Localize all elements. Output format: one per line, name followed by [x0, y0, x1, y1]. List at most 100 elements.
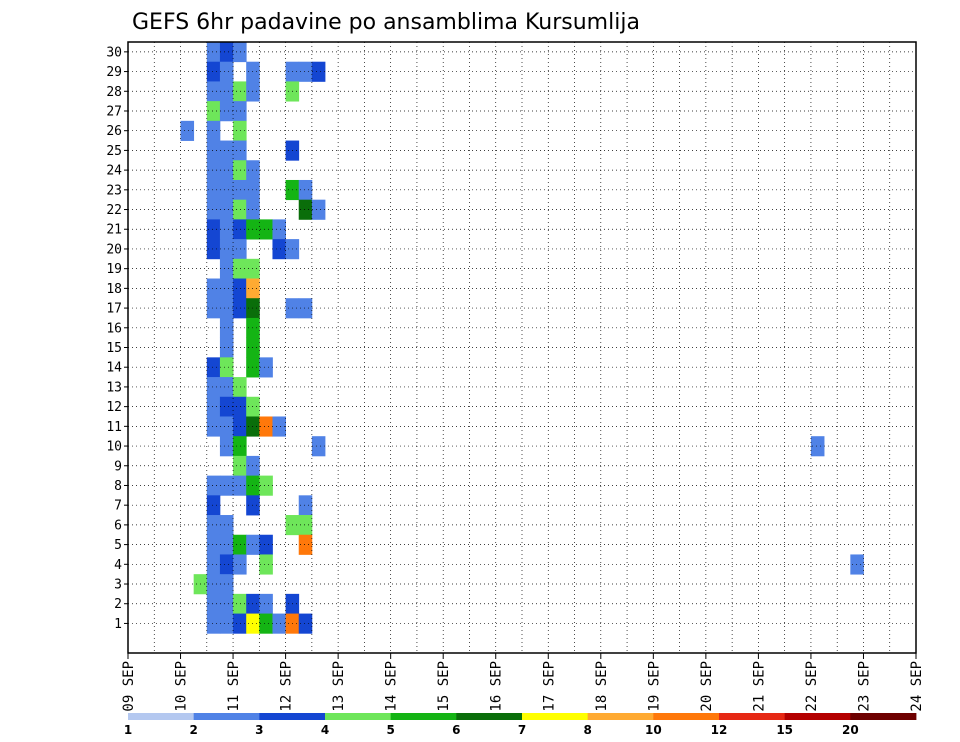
heatmap-cell: [219, 416, 234, 437]
heatmap-cell: [233, 101, 247, 122]
y-tick-label: 20: [106, 242, 122, 257]
heatmap-cell: [219, 160, 234, 181]
y-tick-label: 25: [106, 144, 122, 159]
heatmap-cell: [206, 515, 221, 536]
heatmap-cell: [311, 199, 326, 220]
heatmap-cell: [206, 416, 221, 437]
heatmap-cell: [219, 337, 234, 358]
heatmap-cell: [233, 179, 247, 201]
heatmap-cell: [206, 61, 221, 82]
heatmap-cell: [206, 219, 221, 240]
legend-swatch: [587, 713, 654, 720]
x-tick-label: 09 SEP: [121, 661, 137, 712]
heatmap-cell: [233, 534, 247, 555]
heatmap-cell: [219, 377, 234, 398]
legend-swatch: [128, 713, 195, 720]
x-tick-label: 22 SEP: [804, 661, 820, 712]
heatmap-cell: [233, 42, 247, 63]
heatmap-cell: [233, 120, 247, 141]
y-tick-label: 13: [106, 380, 122, 395]
x-tick-label: 21 SEP: [751, 661, 767, 712]
legend-label: 4: [321, 723, 329, 737]
heatmap-cell: [259, 613, 273, 634]
heatmap-cell: [219, 534, 234, 555]
heatmap-cell: [206, 199, 221, 220]
heatmap-cell: [206, 120, 221, 141]
heatmap-cell: [180, 120, 195, 141]
heatmap-cell: [233, 160, 247, 181]
y-tick-label: 8: [114, 479, 122, 494]
heatmap-cell: [259, 357, 273, 378]
heatmap-cell: [219, 436, 234, 457]
heatmap-cell: [233, 199, 247, 220]
y-tick-label: 18: [106, 282, 122, 297]
heatmap-cell: [311, 436, 326, 457]
y-tick-label: 4: [114, 558, 122, 573]
legend-swatch: [850, 713, 917, 720]
y-tick-label: 5: [114, 538, 122, 553]
x-tick-label: 11 SEP: [226, 661, 242, 712]
heatmap-cell: [259, 475, 273, 496]
heatmap-cell: [219, 258, 234, 279]
y-tick-label: 30: [106, 45, 122, 60]
x-tick-label: 13 SEP: [331, 661, 347, 712]
x-tick-label: 24 SEP: [909, 661, 925, 712]
y-tick-label: 10: [106, 440, 122, 455]
heatmap-cell: [272, 416, 286, 437]
legend-label: 6: [452, 723, 460, 737]
heatmap-cell: [219, 199, 234, 220]
heatmap-cell: [233, 475, 247, 496]
heatmap-cell: [298, 179, 313, 201]
heatmap-cell: [219, 140, 234, 161]
x-tick-label: 18 SEP: [594, 661, 610, 712]
y-tick-label: 3: [114, 578, 122, 593]
heatmap-cell: [233, 81, 247, 102]
x-tick-label: 14 SEP: [384, 661, 400, 712]
y-tick-label: 9: [114, 459, 122, 474]
y-tick-label: 17: [106, 302, 122, 317]
heatmap-cell: [298, 495, 313, 516]
y-tick-label: 22: [106, 203, 122, 218]
heatmap-cell: [219, 357, 234, 378]
heatmap-cell: [298, 534, 313, 555]
heatmap-cell: [233, 219, 247, 240]
y-axis: 1234567891011121314151617181920212223242…: [106, 45, 128, 632]
x-tick-label: 10 SEP: [174, 661, 190, 712]
heatmap-cell: [311, 61, 326, 82]
heatmap-cell: [219, 317, 234, 339]
heatmap-cell: [219, 515, 234, 536]
heatmap-cell: [206, 475, 221, 496]
heatmap-cell: [206, 179, 221, 201]
heatmap-cell: [206, 357, 221, 378]
heatmap-cell: [233, 455, 247, 477]
heatmap-cell: [233, 377, 247, 398]
heatmap-cell: [206, 534, 221, 555]
heatmap-cell: [206, 554, 221, 575]
legend-label: 5: [386, 723, 394, 737]
grid-layer: [128, 42, 916, 653]
x-tick-label: 15 SEP: [436, 661, 452, 712]
heatmap-cell: [206, 278, 221, 299]
heatmap-cell: [259, 593, 273, 614]
heatmap-cell: [272, 239, 286, 260]
y-tick-label: 29: [106, 65, 122, 80]
heatmap-cell: [219, 278, 234, 299]
legend-swatch: [456, 713, 523, 720]
heatmap-cell: [219, 613, 234, 634]
y-tick-label: 23: [106, 183, 122, 198]
y-tick-label: 15: [106, 341, 122, 356]
y-tick-label: 16: [106, 321, 122, 336]
heatmap-cell: [219, 239, 234, 260]
color-legend: 1 2 3 4 5 6 7 8 10 12 15 20: [124, 713, 917, 737]
legend-swatch: [522, 713, 589, 720]
y-tick-label: 27: [106, 104, 122, 119]
y-tick-label: 28: [106, 85, 122, 100]
heatmap-cell: [298, 199, 313, 220]
y-tick-label: 11: [106, 420, 122, 435]
heatmap-cell: [259, 554, 273, 575]
legend-swatch: [193, 713, 260, 720]
heatmap-cell: [206, 81, 221, 102]
heatmap-cell: [206, 101, 221, 122]
heatmap-cell: [219, 81, 234, 102]
legend-swatch: [325, 713, 392, 720]
